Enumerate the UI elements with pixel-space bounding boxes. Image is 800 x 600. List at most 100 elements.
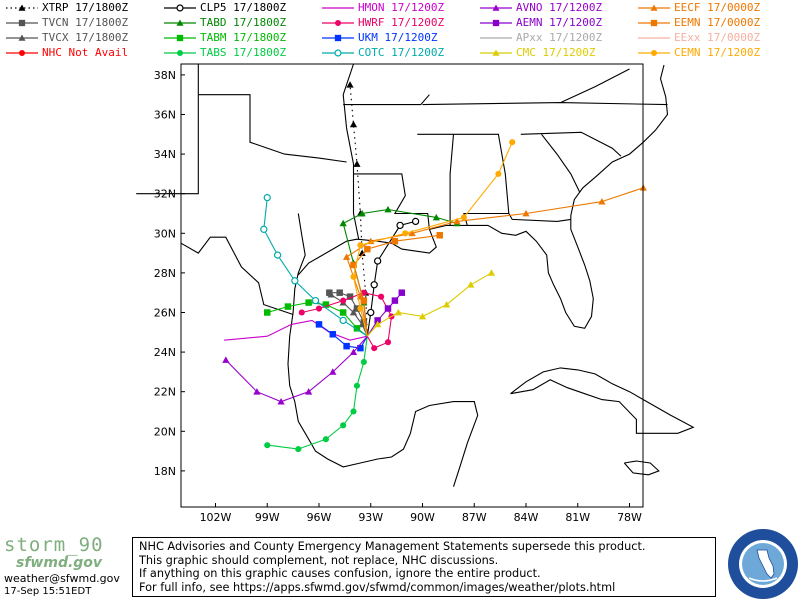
lat-label: 30N	[154, 227, 176, 240]
legend-label: TABM 17/1800Z	[200, 31, 287, 44]
track-eecf	[343, 184, 647, 337]
lat-label: 26N	[154, 306, 176, 319]
brand-block: storm_90 sfwmd.gov weather@sfwmd.gov 17-…	[2, 534, 132, 600]
legend-label: TVCN 17/1800Z	[42, 16, 129, 29]
map-outline-mo-ar	[343, 94, 430, 106]
legend-swatch	[164, 50, 196, 56]
legend-label: CLP5 17/1800Z	[200, 1, 287, 14]
legend-label: COTC 17/1200Z	[358, 46, 445, 59]
legend-swatch	[480, 49, 512, 56]
lon-label: 81W	[565, 511, 590, 524]
legend-label: NHC Not Avail	[42, 46, 129, 59]
contact-email[interactable]: weather@sfwmd.gov	[4, 572, 120, 585]
legend-label: HWRF 17/1200Z	[358, 16, 445, 29]
lat-label: 38N	[154, 69, 176, 82]
legend-swatch	[322, 49, 354, 57]
timestamp: 17-Sep 15:51EDT	[4, 586, 92, 597]
map-outline-nc-sc	[520, 131, 622, 157]
map-outline-gulf-coast-north	[297, 64, 669, 329]
legend-swatch	[164, 19, 196, 26]
lat-label: 20N	[154, 425, 176, 438]
lat-label: 28N	[154, 267, 176, 280]
legend-label: AEMN 17/1200Z	[516, 16, 603, 29]
forecast-track-map: 38N 36N 34N 32N 30N 28N 26N 24N 22N 20N 18N 102W 99W…	[136, 63, 695, 524]
legend-swatch	[638, 37, 670, 39]
lon-label: 84W	[514, 511, 539, 524]
legend-swatch	[480, 4, 512, 11]
legend-label: HMON 17/1200Z	[358, 1, 445, 14]
legend-label: UKM 17/1200Z	[358, 31, 438, 44]
map-outline-state-lines	[342, 63, 360, 240]
track-tvcx	[327, 291, 368, 337]
map-outline-va-nc	[560, 68, 630, 104]
map-outline-jamaica	[623, 460, 660, 476]
map-outline-fl-ga	[508, 213, 571, 222]
legend-swatch	[164, 4, 196, 12]
track-clp5	[366, 217, 420, 337]
map-outline-al-ga	[453, 133, 510, 226]
track-hwrf	[298, 289, 395, 352]
map-outline-tx-panhandle	[136, 64, 199, 195]
track-hmon	[224, 319, 368, 341]
legend-swatch	[6, 4, 38, 11]
lon-label: 93W	[358, 511, 383, 524]
map-outline-cuba	[510, 367, 695, 434]
legend-label: EExx 17/0000Z	[674, 31, 761, 44]
lon-label: 90W	[410, 511, 435, 524]
track-cotc	[260, 193, 368, 337]
lon-label: 96W	[307, 511, 332, 524]
track-cmc	[366, 269, 496, 337]
track-tabs	[264, 336, 368, 453]
lat-label: 24N	[154, 346, 176, 359]
legend-swatch	[322, 7, 354, 9]
map-outline-tn-ky	[422, 102, 668, 106]
track-eemn	[350, 232, 443, 337]
disclaimer-line: This graphic should complement, not repl…	[139, 553, 499, 567]
legend-label: TVCX 17/1800Z	[42, 31, 129, 44]
legend-label: TABS 17/1800Z	[200, 46, 287, 59]
legend-label: CEMN 17/1200Z	[674, 46, 761, 59]
sfwmd-seal-logo	[728, 529, 798, 599]
track-cemn	[350, 139, 516, 337]
track-aemn	[366, 289, 406, 337]
legend-swatch	[164, 34, 196, 42]
map-outline-texas-ok	[198, 94, 347, 163]
brand-name: storm_90	[4, 534, 104, 556]
legend-swatch	[6, 50, 38, 56]
legend-label: AVNO 17/1200Z	[516, 1, 603, 14]
legend-swatch	[322, 34, 354, 42]
track-avno	[222, 335, 368, 405]
lon-label: 102W	[200, 511, 232, 524]
map-outline-ga-sc	[541, 133, 580, 192]
disclaimer-line: NHC Advisories and County Emergency Mana…	[139, 540, 646, 553]
map-outline-mexico-border	[180, 236, 294, 316]
lon-label: 87W	[462, 511, 487, 524]
legend-swatch	[6, 19, 38, 27]
legend-label: TABD 17/1800Z	[200, 16, 287, 29]
lon-label: 99W	[255, 511, 280, 524]
track-ukm	[315, 321, 368, 352]
legend-swatch	[6, 34, 38, 41]
disclaimer-box: NHC Advisories and County Emergency Mana…	[132, 537, 716, 597]
brand-site[interactable]: sfwmd.gov	[16, 555, 103, 571]
legend-label: EEMN 17/0000Z	[674, 16, 761, 29]
lon-label: 78W	[617, 511, 642, 524]
legend-swatch	[480, 19, 512, 27]
legend-swatch	[638, 19, 670, 27]
legend-label: CMC 17/1200Z	[516, 46, 596, 59]
legend-swatch	[638, 50, 670, 56]
legend-swatch	[480, 37, 512, 39]
legend-swatch	[638, 4, 670, 11]
track-tabm	[264, 299, 368, 337]
map-outline-gulf-coast-west	[287, 213, 479, 487]
legend-label: XTRP 17/1800Z	[42, 1, 129, 14]
disclaimer-line[interactable]: For full info, see https://apps.sfwmd.go…	[139, 580, 616, 594]
legend-label: APxx 17/1200Z	[516, 31, 603, 44]
lat-label: 34N	[154, 148, 176, 161]
lat-label: 32N	[154, 188, 176, 201]
lat-label: 22N	[154, 386, 176, 399]
lat-label: 18N	[154, 465, 176, 478]
map-outline-ms-al	[417, 133, 455, 226]
legend-swatch	[322, 20, 354, 26]
legend-label: EECF 17/0000Z	[674, 1, 761, 14]
